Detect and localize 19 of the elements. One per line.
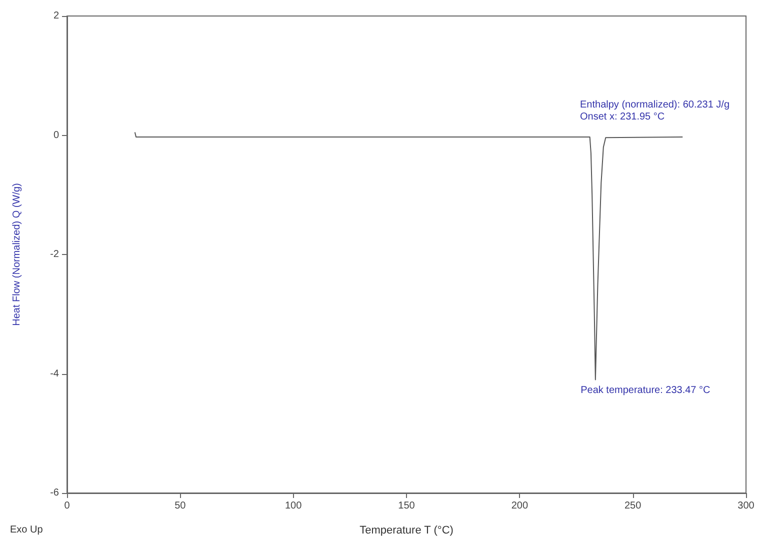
x-tick-label: 150	[398, 500, 416, 512]
y-tick-label: -4	[50, 368, 60, 380]
text: Exo Up	[10, 524, 44, 536]
annotation: Peak temperature: 233.47 °C	[580, 385, 710, 396]
x-tick-label: 300	[738, 500, 755, 512]
x-tick-label: 100	[284, 500, 302, 512]
y-tick-label: 0	[53, 130, 60, 141]
annotation: Onset x: 231.95 °C	[580, 112, 665, 122]
y-axis-title: Heat Flow (Normalized) Q (W/g)	[12, 183, 22, 326]
y-tick-label: -6	[50, 488, 60, 498]
x-axis-title: Temperature T (°C)	[360, 524, 454, 536]
x-tick-label: 200	[511, 500, 528, 512]
y-tick-label: 2	[53, 10, 60, 22]
x-tick-label: 50	[174, 500, 186, 512]
line-series	[134, 132, 684, 380]
x-tick-label: 0	[64, 500, 70, 512]
x-tick-label: 250	[624, 500, 642, 512]
y-tick-label: -2	[50, 249, 60, 260]
annotation: Enthalpy (normalized): 60.231 J/g	[580, 100, 730, 110]
